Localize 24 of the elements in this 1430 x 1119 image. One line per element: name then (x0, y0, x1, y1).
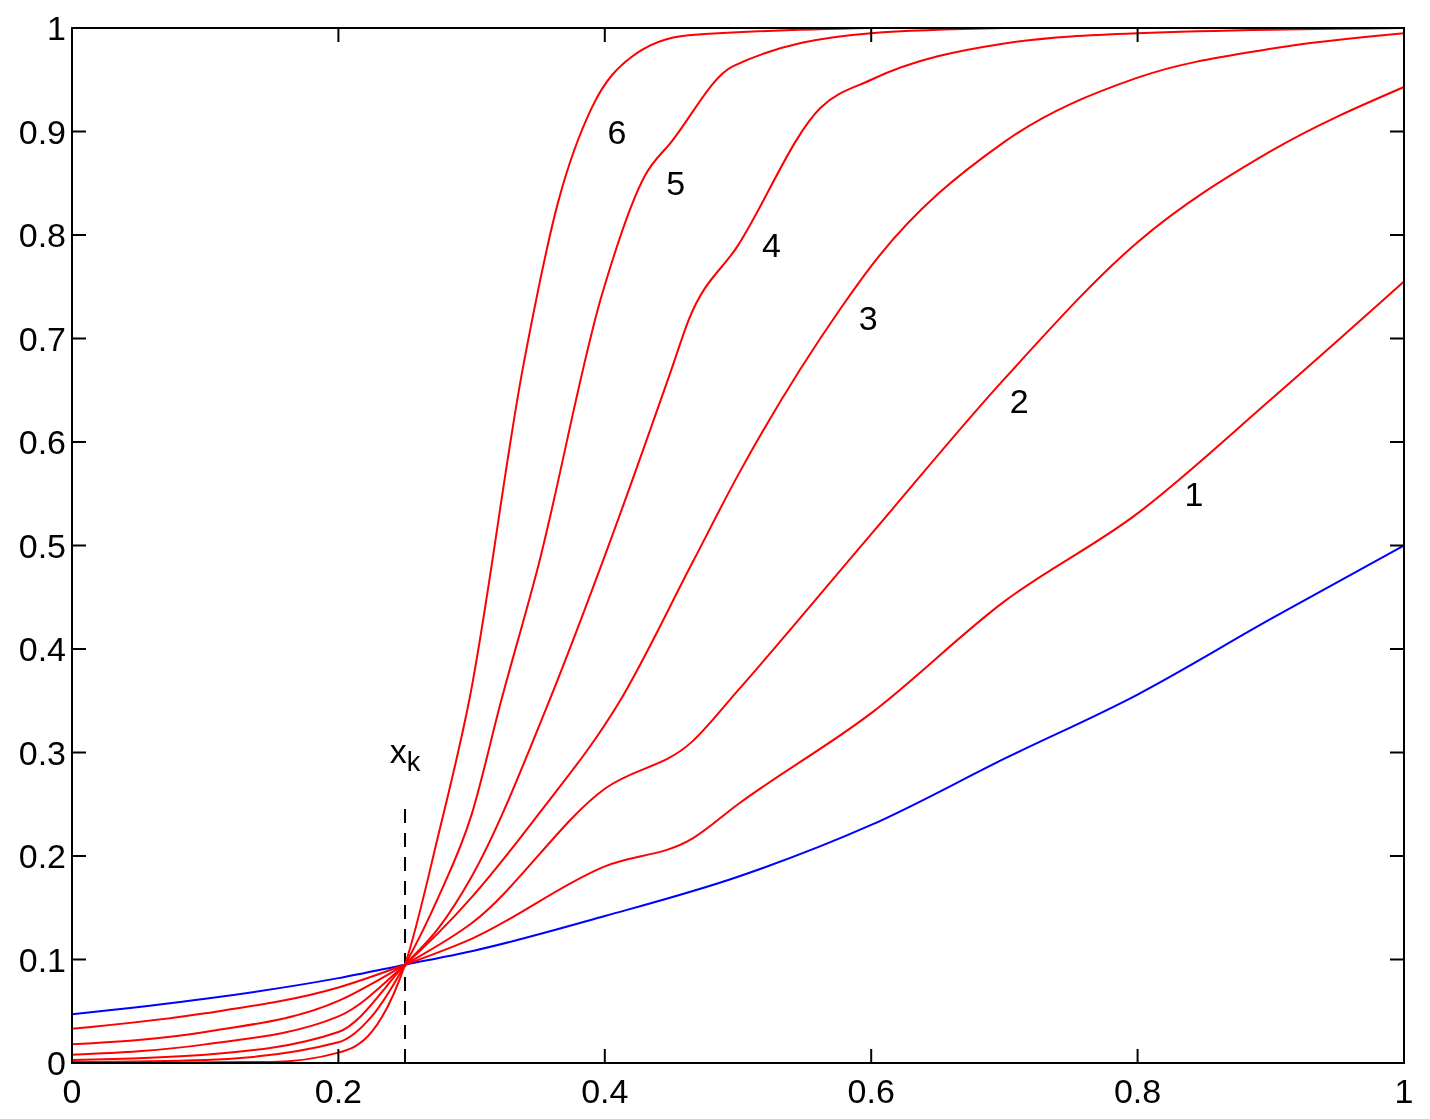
y-tick-label: 0.8 (18, 216, 66, 254)
ref-line-label: x$_{k}$ (389, 731, 421, 777)
y-tick-label: 1 (47, 9, 66, 47)
line-series (71, 544, 1405, 1016)
series-label: 6 (607, 112, 627, 151)
x-tick-label: 1 (1394, 1072, 1414, 1110)
y-tick-label: 0.4 (18, 630, 66, 668)
series-label: 3 (858, 298, 878, 337)
y-tick-label: 0 (47, 1044, 66, 1082)
series-label: 2 (1009, 381, 1029, 420)
x-tick-label: 0.4 (581, 1072, 629, 1110)
x-tick-label: 0.6 (847, 1072, 895, 1110)
series-label: 1 (1184, 474, 1204, 513)
y-tick-label: 0.7 (18, 319, 66, 358)
x-tick-label: 0.2 (314, 1072, 363, 1110)
series-label: 5 (666, 164, 686, 203)
y-tick-label: 0.2 (18, 837, 66, 875)
y-tick-label: 0.6 (18, 423, 66, 461)
y-tick-label: 0.5 (18, 526, 66, 565)
y-tick-label: 0.9 (18, 112, 66, 151)
y-tick-label: 0.1 (18, 940, 66, 979)
x-tick-label: 0.8 (1113, 1072, 1162, 1110)
y-tick-label: 0.3 (18, 733, 66, 772)
series-label: 4 (762, 226, 781, 265)
